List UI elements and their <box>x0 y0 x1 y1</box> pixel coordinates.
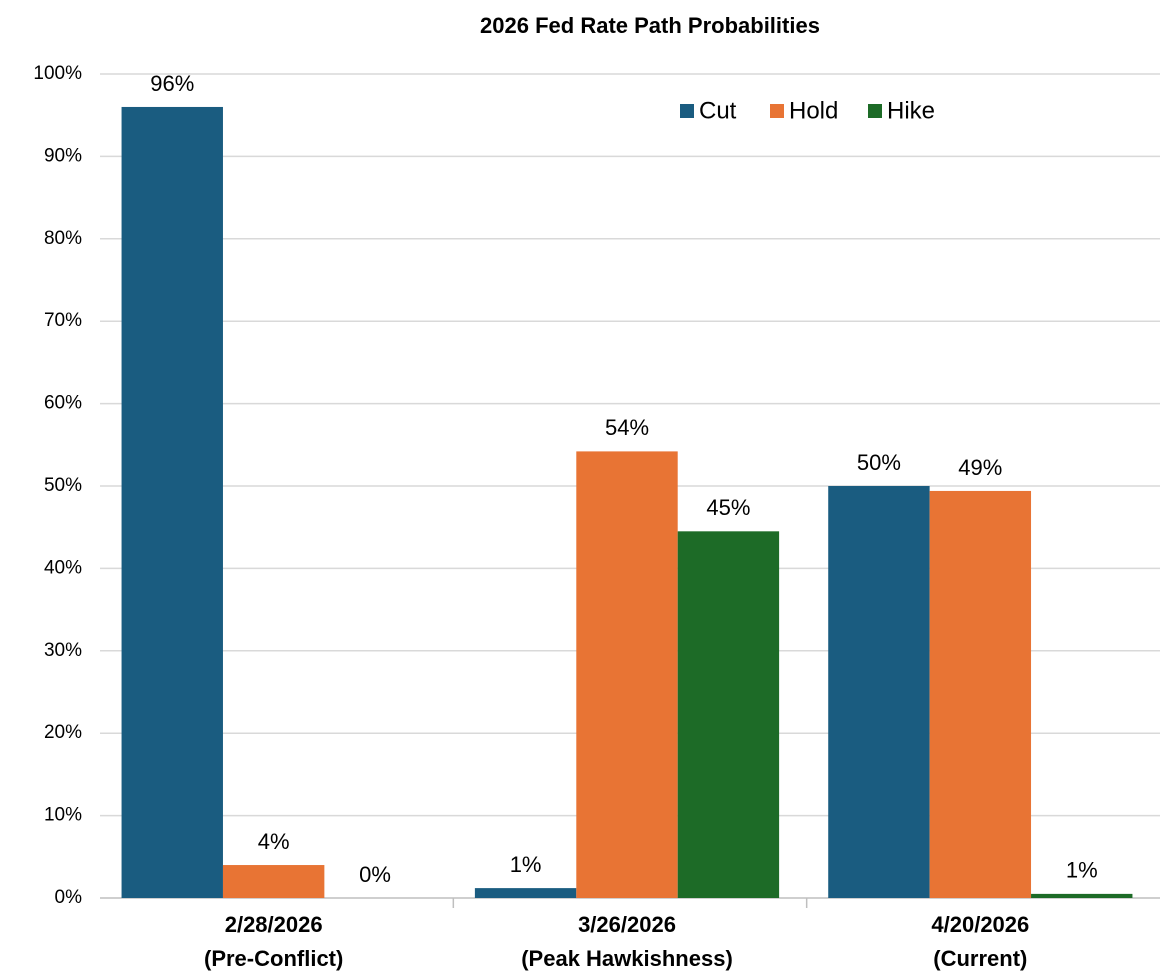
bar <box>222 865 325 898</box>
bar <box>576 451 678 898</box>
data-label: 1% <box>1066 858 1098 883</box>
y-tick-label: 70% <box>44 310 82 331</box>
y-tick-label: 90% <box>44 145 82 166</box>
y-tick-label: 40% <box>44 557 82 578</box>
data-label: 0% <box>359 862 391 887</box>
legend-swatch <box>868 104 882 118</box>
data-label: 45% <box>706 495 750 520</box>
bar <box>677 531 780 898</box>
y-tick-label: 50% <box>44 475 82 496</box>
bar <box>474 888 577 898</box>
x-tick-label: 4/20/2026 <box>931 912 1029 937</box>
legend-swatch <box>680 104 694 118</box>
legend-label: Hike <box>887 97 935 124</box>
legend-label: Cut <box>699 97 737 124</box>
data-label: 1% <box>510 852 542 877</box>
y-tick-label: 60% <box>44 393 82 414</box>
x-tick-label: 2/28/2026 <box>225 912 323 937</box>
y-tick-label: 80% <box>44 228 82 249</box>
x-tick-sublabel: (Pre-Conflict) <box>204 946 343 971</box>
chart-title: 2026 Fed Rate Path Probabilities <box>480 13 820 38</box>
y-tick-label: 10% <box>44 805 82 826</box>
y-tick-label: 20% <box>44 722 82 743</box>
y-tick-label: 0% <box>55 887 83 908</box>
bar <box>828 486 930 898</box>
data-label: 50% <box>857 450 901 475</box>
x-tick-label: 3/26/2026 <box>578 912 676 937</box>
x-tick-sublabel: (Peak Hawkishness) <box>521 946 733 971</box>
data-label: 49% <box>958 455 1002 480</box>
bar <box>121 106 223 898</box>
legend-label: Hold <box>789 97 838 124</box>
y-tick-label: 100% <box>33 63 82 84</box>
bar <box>929 490 1032 898</box>
x-tick-sublabel: (Current) <box>933 946 1027 971</box>
bar <box>1031 893 1133 898</box>
data-label: 54% <box>605 415 649 440</box>
legend-swatch <box>770 104 784 118</box>
data-label: 4% <box>258 829 290 854</box>
data-label: 96% <box>150 71 194 96</box>
y-tick-label: 30% <box>44 640 82 661</box>
